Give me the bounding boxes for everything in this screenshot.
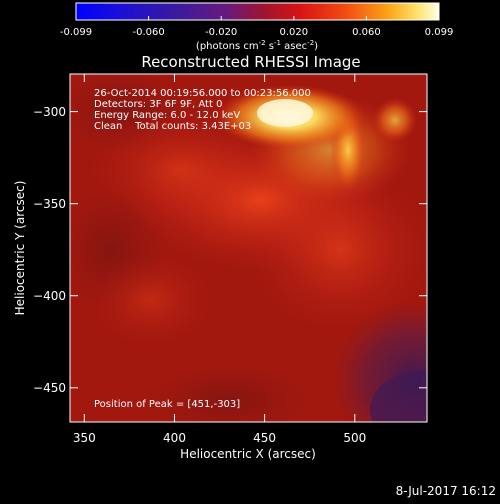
- y-tick-label: −350: [33, 197, 66, 211]
- x-tick-label: 500: [343, 431, 366, 445]
- colorbar-tick-label: 0.020: [279, 27, 308, 38]
- y-tick-labels: −300 −350 −400 −450: [33, 105, 66, 395]
- y-tick-label: −450: [33, 381, 66, 395]
- y-tick-label: −400: [33, 289, 66, 303]
- annotation-detectors: Detectors: 3F 6F 9F, Att 0: [94, 99, 222, 110]
- y-tick-label: −300: [33, 105, 66, 119]
- colorbar-tick-label: -0.060: [132, 27, 164, 38]
- x-tick-label: 400: [163, 431, 186, 445]
- x-axis-label: Heliocentric X (arcsec): [180, 447, 316, 461]
- axis-ticks: [70, 74, 427, 422]
- annotation-peak-position: Position of Peak = [451,-303]: [94, 399, 240, 410]
- footer-timestamp: 8-Jul-2017 16:12: [396, 484, 496, 498]
- colorbar-tick-label: -0.020: [205, 27, 237, 38]
- x-tick-label: 450: [253, 431, 276, 445]
- colorbar-tick-label: 0.060: [352, 27, 381, 38]
- colorbar-tick-label: 0.099: [425, 27, 454, 38]
- colorbar-tick-label: -0.099: [60, 27, 92, 38]
- annotation-energy-range: Energy Range: 6.0 - 12.0 keV: [94, 110, 240, 121]
- colorbar-ticks: [75, 16, 440, 20]
- colorbar-tick-labels: -0.099 -0.060 -0.020 0.020 0.060 0.099: [60, 27, 453, 38]
- colorbar-units-label: (photons cm-2 s-1 asec-2): [196, 39, 318, 52]
- plot-frame: [69, 73, 428, 423]
- colorbar: [75, 2, 440, 21]
- x-tick-label: 350: [73, 431, 96, 445]
- rhessi-image-map: [70, 74, 427, 422]
- plot-title: Reconstructed RHESSI Image: [141, 53, 360, 71]
- y-axis-label: Heliocentric Y (arcsec): [13, 181, 27, 316]
- annotation-time-range: 26-Oct-2014 00:19:56.000 to 00:23:56.000: [94, 88, 311, 99]
- x-tick-labels: 350 400 450 500: [73, 431, 366, 445]
- annotation-clean-counts: Clean Total counts: 3.43E+03: [94, 121, 251, 132]
- annotation-block: 26-Oct-2014 00:19:56.000 to 00:23:56.000…: [94, 88, 311, 410]
